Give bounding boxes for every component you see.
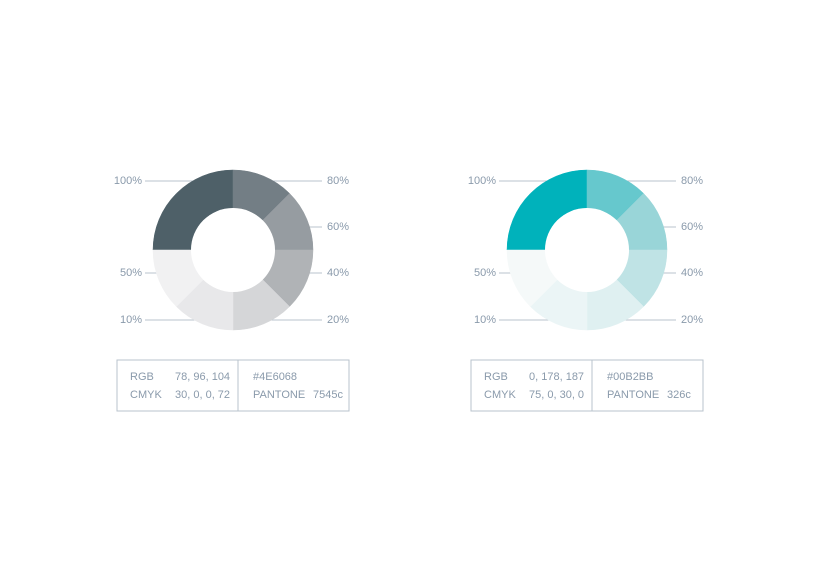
tint-label: 40% <box>327 267 349 279</box>
cmyk-label: CMYK <box>484 389 516 401</box>
info-box <box>470 359 704 412</box>
tint-label: 100% <box>468 175 496 187</box>
pantone-label: PANTONE <box>253 389 305 401</box>
tint-label: 80% <box>681 175 703 187</box>
tint-label: 50% <box>474 267 496 279</box>
hex-value: #4E6068 <box>253 371 297 383</box>
tint-label: 20% <box>681 314 703 326</box>
pantone-label: PANTONE <box>607 389 659 401</box>
hex-value: #00B2BB <box>607 371 653 383</box>
cmyk-label: CMYK <box>130 389 162 401</box>
tint-label: 40% <box>681 267 703 279</box>
tint-label: 20% <box>327 314 349 326</box>
tint-label: 100% <box>114 175 142 187</box>
rgb-label: RGB <box>484 371 508 383</box>
tint-label: 50% <box>120 267 142 279</box>
rgb-value: 0, 178, 187 <box>529 371 584 383</box>
tint-label: 10% <box>474 314 496 326</box>
pantone-value: 326c <box>667 389 691 401</box>
cmyk-value: 30, 0, 0, 72 <box>175 389 230 401</box>
pantone-value: 7545c <box>313 389 343 401</box>
donut-hole <box>191 208 275 292</box>
donut-hole <box>545 208 629 292</box>
cmyk-value: 75, 0, 30, 0 <box>529 389 584 401</box>
rgb-value: 78, 96, 104 <box>175 371 230 383</box>
tint-label: 60% <box>681 221 703 233</box>
tint-label: 60% <box>327 221 349 233</box>
info-box <box>116 359 350 412</box>
tint-label: 10% <box>120 314 142 326</box>
tint-label: 80% <box>327 175 349 187</box>
rgb-label: RGB <box>130 371 154 383</box>
